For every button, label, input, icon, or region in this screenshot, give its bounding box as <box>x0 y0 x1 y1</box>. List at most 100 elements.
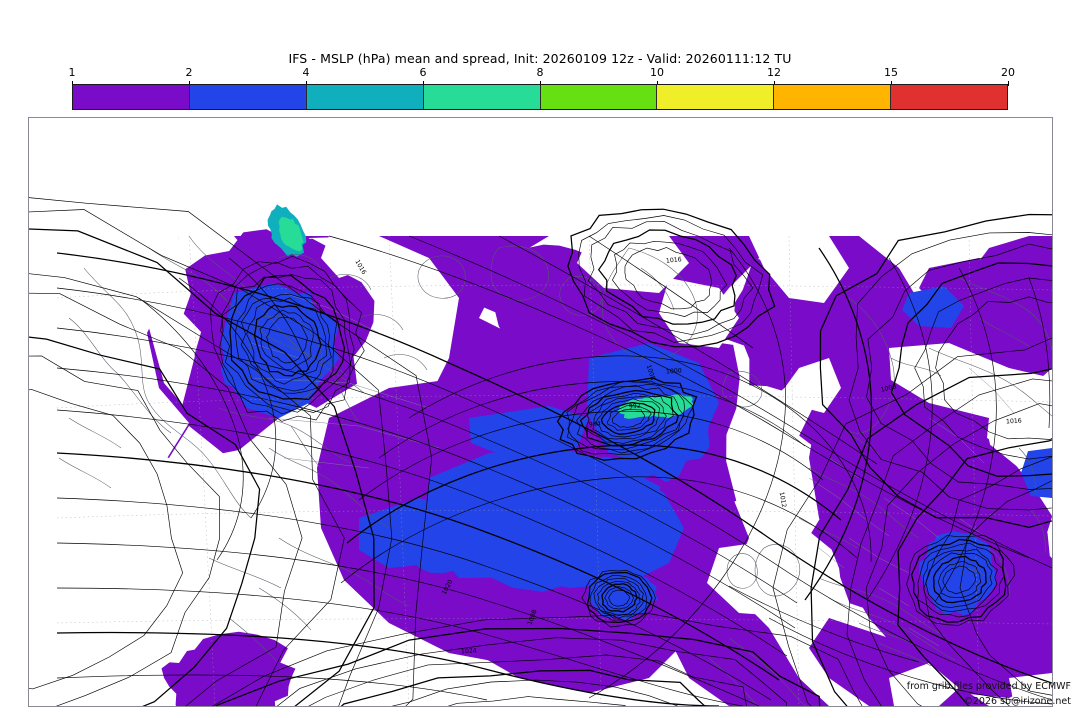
colorbar-tick-6: 6 <box>419 66 427 79</box>
contour-open-1 <box>56 287 1052 701</box>
coastline-3 <box>188 235 245 287</box>
colorbar-band-6-8 <box>422 85 540 109</box>
coastline-40 <box>383 354 428 371</box>
contour-closed <box>938 560 982 599</box>
coastline-39 <box>358 314 404 331</box>
graticule-line-2 <box>56 509 1052 519</box>
contour-open-12 <box>408 235 1052 569</box>
land-no-spread-8 <box>359 673 489 706</box>
contour-closed <box>612 409 645 428</box>
contour-closed <box>819 213 1052 528</box>
contour-label-1016-0: 1016 <box>666 256 682 265</box>
coastline-10 <box>208 557 282 589</box>
contour-open-22 <box>408 355 872 563</box>
colorbar-tick-4: 4 <box>302 66 310 79</box>
colorbar-band-12-15 <box>773 85 891 109</box>
contour-open-24 <box>358 410 824 501</box>
contour-open-11 <box>328 235 1030 559</box>
coastline-4 <box>243 285 365 394</box>
contour-closed <box>29 273 345 706</box>
contour-closed <box>606 405 652 431</box>
contour-open-10 <box>56 674 488 701</box>
contour-closed <box>212 613 863 706</box>
coastline-1 <box>68 317 172 434</box>
coastline-44 <box>258 587 312 631</box>
contour-closed <box>604 586 634 610</box>
contour-closed <box>567 208 776 348</box>
contour-closed <box>581 570 656 628</box>
contour-open-7 <box>56 542 760 706</box>
border-8 <box>968 367 1015 414</box>
contour-label-1012-10: 1012 <box>778 491 788 508</box>
colorbar-band-2-4 <box>188 85 306 109</box>
contour-closed <box>447 696 627 706</box>
coastline-19 <box>808 467 920 539</box>
contour-closed <box>917 542 1005 618</box>
coastline-7 <box>290 425 322 469</box>
contour-open-13 <box>498 235 878 465</box>
contour-label-1008-9: 1008 <box>527 609 539 626</box>
mslp-mean-contours <box>29 197 1052 706</box>
colorbar-tick-8: 8 <box>536 66 544 79</box>
contour-closed <box>890 262 1052 477</box>
contour-closed <box>29 355 221 706</box>
contour-open-27 <box>178 277 277 519</box>
land-no-spread-5 <box>57 488 189 568</box>
colorbar-tickmark-6 <box>423 81 424 86</box>
spread-filled-contours <box>119 204 1052 706</box>
contour-closed <box>810 368 1052 706</box>
spread-core-green-canada <box>278 217 304 252</box>
border-14 <box>250 342 300 359</box>
no-spread-region-8 <box>187 448 274 513</box>
coastline-34 <box>559 276 602 316</box>
contour-closed <box>942 565 977 594</box>
colorbar-tick-20: 20 <box>1001 66 1015 79</box>
contour-label-992-4: 992 <box>629 402 642 410</box>
contour-closed <box>29 228 375 706</box>
contour-closed <box>246 297 328 385</box>
contour-closed <box>925 552 993 608</box>
map-plot-area[interactable]: 1016 1016 1008 1000 992 984 1024 1016 1008 1008 10… <box>28 117 1053 707</box>
contour-open-25 <box>346 444 842 544</box>
coastline-26 <box>988 547 1010 599</box>
colorbar-band-4-6 <box>305 85 423 109</box>
contour-closed <box>906 535 1015 626</box>
contour-closed <box>240 293 332 392</box>
graticule-line-5 <box>388 235 410 706</box>
graticule-line-6 <box>588 235 602 706</box>
colorbar-tickmark-2 <box>189 81 190 86</box>
contour-closed <box>259 309 314 370</box>
contour-closed <box>846 378 1052 706</box>
contour-closed <box>253 304 322 377</box>
contour-closed <box>578 215 764 343</box>
coastline-14 <box>754 544 801 597</box>
contour-closed <box>391 679 678 706</box>
border-1 <box>268 417 440 449</box>
contour-open-5 <box>56 452 780 681</box>
contour-closed <box>29 292 303 706</box>
no-spread-region-6 <box>786 358 841 413</box>
contour-open-28 <box>138 297 244 561</box>
colorbar-band-1-2 <box>73 85 189 109</box>
border-2 <box>283 457 370 469</box>
contour-open-0 <box>56 252 1052 684</box>
colorbar-tick-1: 1 <box>68 66 76 79</box>
coastline-6 <box>268 447 390 529</box>
contour-closed <box>593 578 644 619</box>
contour-open-16 <box>804 247 873 601</box>
contour-closed <box>612 240 728 317</box>
contour-open-14 <box>588 235 754 349</box>
coastline-12 <box>640 267 675 311</box>
coastline-29 <box>928 347 1052 417</box>
contour-closed <box>29 197 433 706</box>
contour-open-4 <box>56 409 788 657</box>
contour-label-984-5: 984 <box>589 420 602 428</box>
colorbar-tick-10: 10 <box>650 66 664 79</box>
coastline-31 <box>1028 507 1046 554</box>
contour-closed <box>592 396 667 440</box>
coastline-0 <box>83 267 252 519</box>
credit-source: from grib files provided by ECMWF <box>906 681 1071 692</box>
contour-open-2 <box>56 327 798 604</box>
contour-closed <box>597 229 737 325</box>
contour-closed <box>589 575 647 621</box>
